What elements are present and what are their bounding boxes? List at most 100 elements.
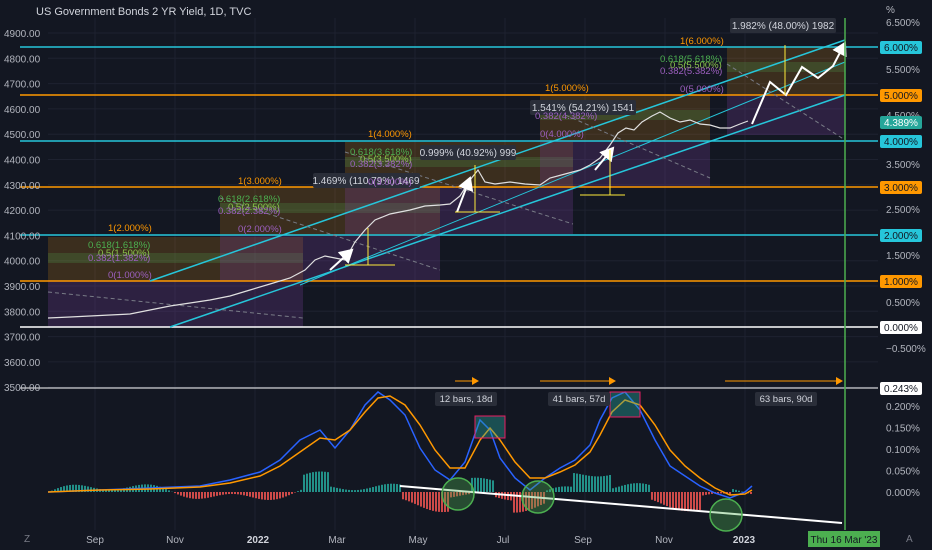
left-axis-tick: 3800.00 bbox=[4, 307, 41, 318]
level-lines[interactable] bbox=[20, 46, 878, 389]
histogram-bar bbox=[489, 479, 491, 492]
histogram-bar bbox=[600, 476, 602, 492]
right-price-badges[interactable]: 6.000% 5.000% 4.389% 4.000% 3.000% 2.000… bbox=[880, 41, 922, 334]
badge-4: 4.000% bbox=[884, 137, 918, 148]
svg-text:0.618(2.618%): 0.618(2.618%) bbox=[218, 194, 280, 205]
histogram-bar bbox=[537, 492, 539, 507]
histogram-bar bbox=[582, 474, 584, 492]
histogram-bar bbox=[738, 490, 740, 492]
right-axis-tick: 3.500% bbox=[886, 160, 920, 171]
histogram-bar bbox=[474, 477, 476, 492]
histogram-bar bbox=[399, 484, 401, 492]
histogram-bar bbox=[696, 492, 698, 511]
histogram-bar bbox=[375, 486, 377, 492]
left-axis-tick: 4600.00 bbox=[4, 105, 41, 116]
svg-text:0(5.000%): 0(5.000%) bbox=[680, 84, 724, 95]
measure-label-2: 0.999% (40.92%) 999 bbox=[420, 148, 517, 159]
histogram-bar bbox=[285, 492, 287, 497]
histogram-bar bbox=[750, 492, 752, 495]
histogram-bar bbox=[102, 489, 104, 492]
left-axis-tick: 4100.00 bbox=[4, 231, 41, 242]
histogram-bar bbox=[672, 492, 674, 509]
histogram-bar bbox=[306, 473, 308, 492]
badge-2: 2.000% bbox=[884, 231, 918, 242]
macd-line bbox=[47, 391, 753, 499]
histogram-bar bbox=[189, 492, 191, 499]
right-axis-unit: % bbox=[886, 5, 895, 16]
right-axis-tick: 0.500% bbox=[886, 298, 920, 309]
svg-text:0.382(5.382%): 0.382(5.382%) bbox=[660, 66, 722, 77]
histogram-bar bbox=[639, 483, 641, 492]
histogram-bar bbox=[534, 492, 536, 508]
histogram-bar bbox=[645, 484, 647, 492]
histogram-bar bbox=[717, 492, 719, 494]
indicator-axis-tick: 0.150% bbox=[886, 424, 920, 435]
histogram-bar bbox=[180, 492, 182, 496]
right-axis-tick: 5.500% bbox=[886, 65, 920, 76]
indicator-axis-tick: 0.050% bbox=[886, 467, 920, 478]
badge-0: 0.000% bbox=[884, 323, 918, 334]
projection-path[interactable] bbox=[751, 41, 847, 125]
histogram-bar bbox=[321, 471, 323, 492]
a-button[interactable]: A bbox=[906, 534, 913, 545]
histogram-bar bbox=[279, 492, 281, 499]
histogram-bar bbox=[558, 486, 560, 492]
histogram-bar bbox=[333, 487, 335, 492]
histogram-bar bbox=[603, 476, 605, 492]
histogram-bar bbox=[213, 492, 215, 497]
histogram-bar bbox=[261, 492, 263, 500]
svg-text:1(6.000%): 1(6.000%) bbox=[680, 36, 724, 47]
histogram-bar bbox=[654, 492, 656, 501]
time-axis-tick: Nov bbox=[655, 535, 673, 546]
histogram-bar bbox=[57, 488, 59, 492]
histogram-bar bbox=[414, 492, 416, 504]
histogram-bar bbox=[84, 485, 86, 492]
histogram-bar bbox=[453, 492, 455, 497]
indicator-axis-tick: 0.200% bbox=[886, 402, 920, 413]
trend-channel[interactable] bbox=[149, 39, 846, 328]
time-axis-tick: May bbox=[409, 535, 428, 546]
histogram-bar bbox=[354, 490, 356, 492]
histogram-bar bbox=[210, 492, 212, 498]
histogram-bar bbox=[60, 487, 62, 492]
histogram-bar bbox=[720, 492, 722, 494]
histogram-bar bbox=[312, 472, 314, 492]
histogram-bar bbox=[480, 478, 482, 492]
histogram-bar bbox=[63, 486, 65, 492]
histogram-bar bbox=[384, 484, 386, 492]
svg-text:0(3.000%): 0(3.000%) bbox=[368, 177, 412, 188]
histogram-bar bbox=[420, 492, 422, 507]
svg-text:0(1.000%): 0(1.000%) bbox=[108, 270, 152, 281]
svg-text:0.5(2.500%): 0.5(2.500%) bbox=[228, 202, 280, 213]
left-axis-tick: 4500.00 bbox=[4, 130, 41, 141]
histogram-bar bbox=[327, 472, 329, 492]
histogram-bar bbox=[87, 486, 89, 492]
z-button[interactable]: Z bbox=[24, 534, 31, 545]
histogram-bar bbox=[231, 492, 233, 494]
histogram-bar bbox=[216, 492, 218, 496]
histogram-bar bbox=[90, 487, 92, 492]
histogram-bar bbox=[432, 492, 434, 511]
histogram-bar bbox=[693, 492, 695, 511]
measure-label-3: 1.541% (54.21%) 1541 bbox=[532, 103, 635, 114]
time-cursor-badge bbox=[808, 531, 880, 547]
badge-3: 3.000% bbox=[884, 183, 918, 194]
histogram-bar bbox=[294, 492, 296, 493]
histogram-bar bbox=[615, 487, 617, 492]
badge-current: 4.389% bbox=[884, 118, 918, 129]
measure-label-4: 1.982% (48.00%) 1982 bbox=[732, 21, 835, 32]
histogram-bar bbox=[198, 492, 200, 499]
histogram-bar bbox=[492, 480, 494, 492]
histogram-bar bbox=[666, 492, 668, 507]
svg-text:0.618(3.618%): 0.618(3.618%) bbox=[350, 147, 412, 158]
left-axis-tick: 4900.00 bbox=[4, 29, 41, 40]
histogram-bar bbox=[237, 492, 239, 495]
histogram-bar bbox=[657, 492, 659, 503]
right-axis-tick: 2.500% bbox=[886, 205, 920, 216]
histogram-bar bbox=[339, 488, 341, 492]
time-axis-tick: Sep bbox=[574, 535, 592, 546]
histogram-bar bbox=[609, 474, 611, 492]
histogram-bar bbox=[606, 475, 608, 492]
indicator-badge: 0.243% bbox=[884, 384, 918, 395]
